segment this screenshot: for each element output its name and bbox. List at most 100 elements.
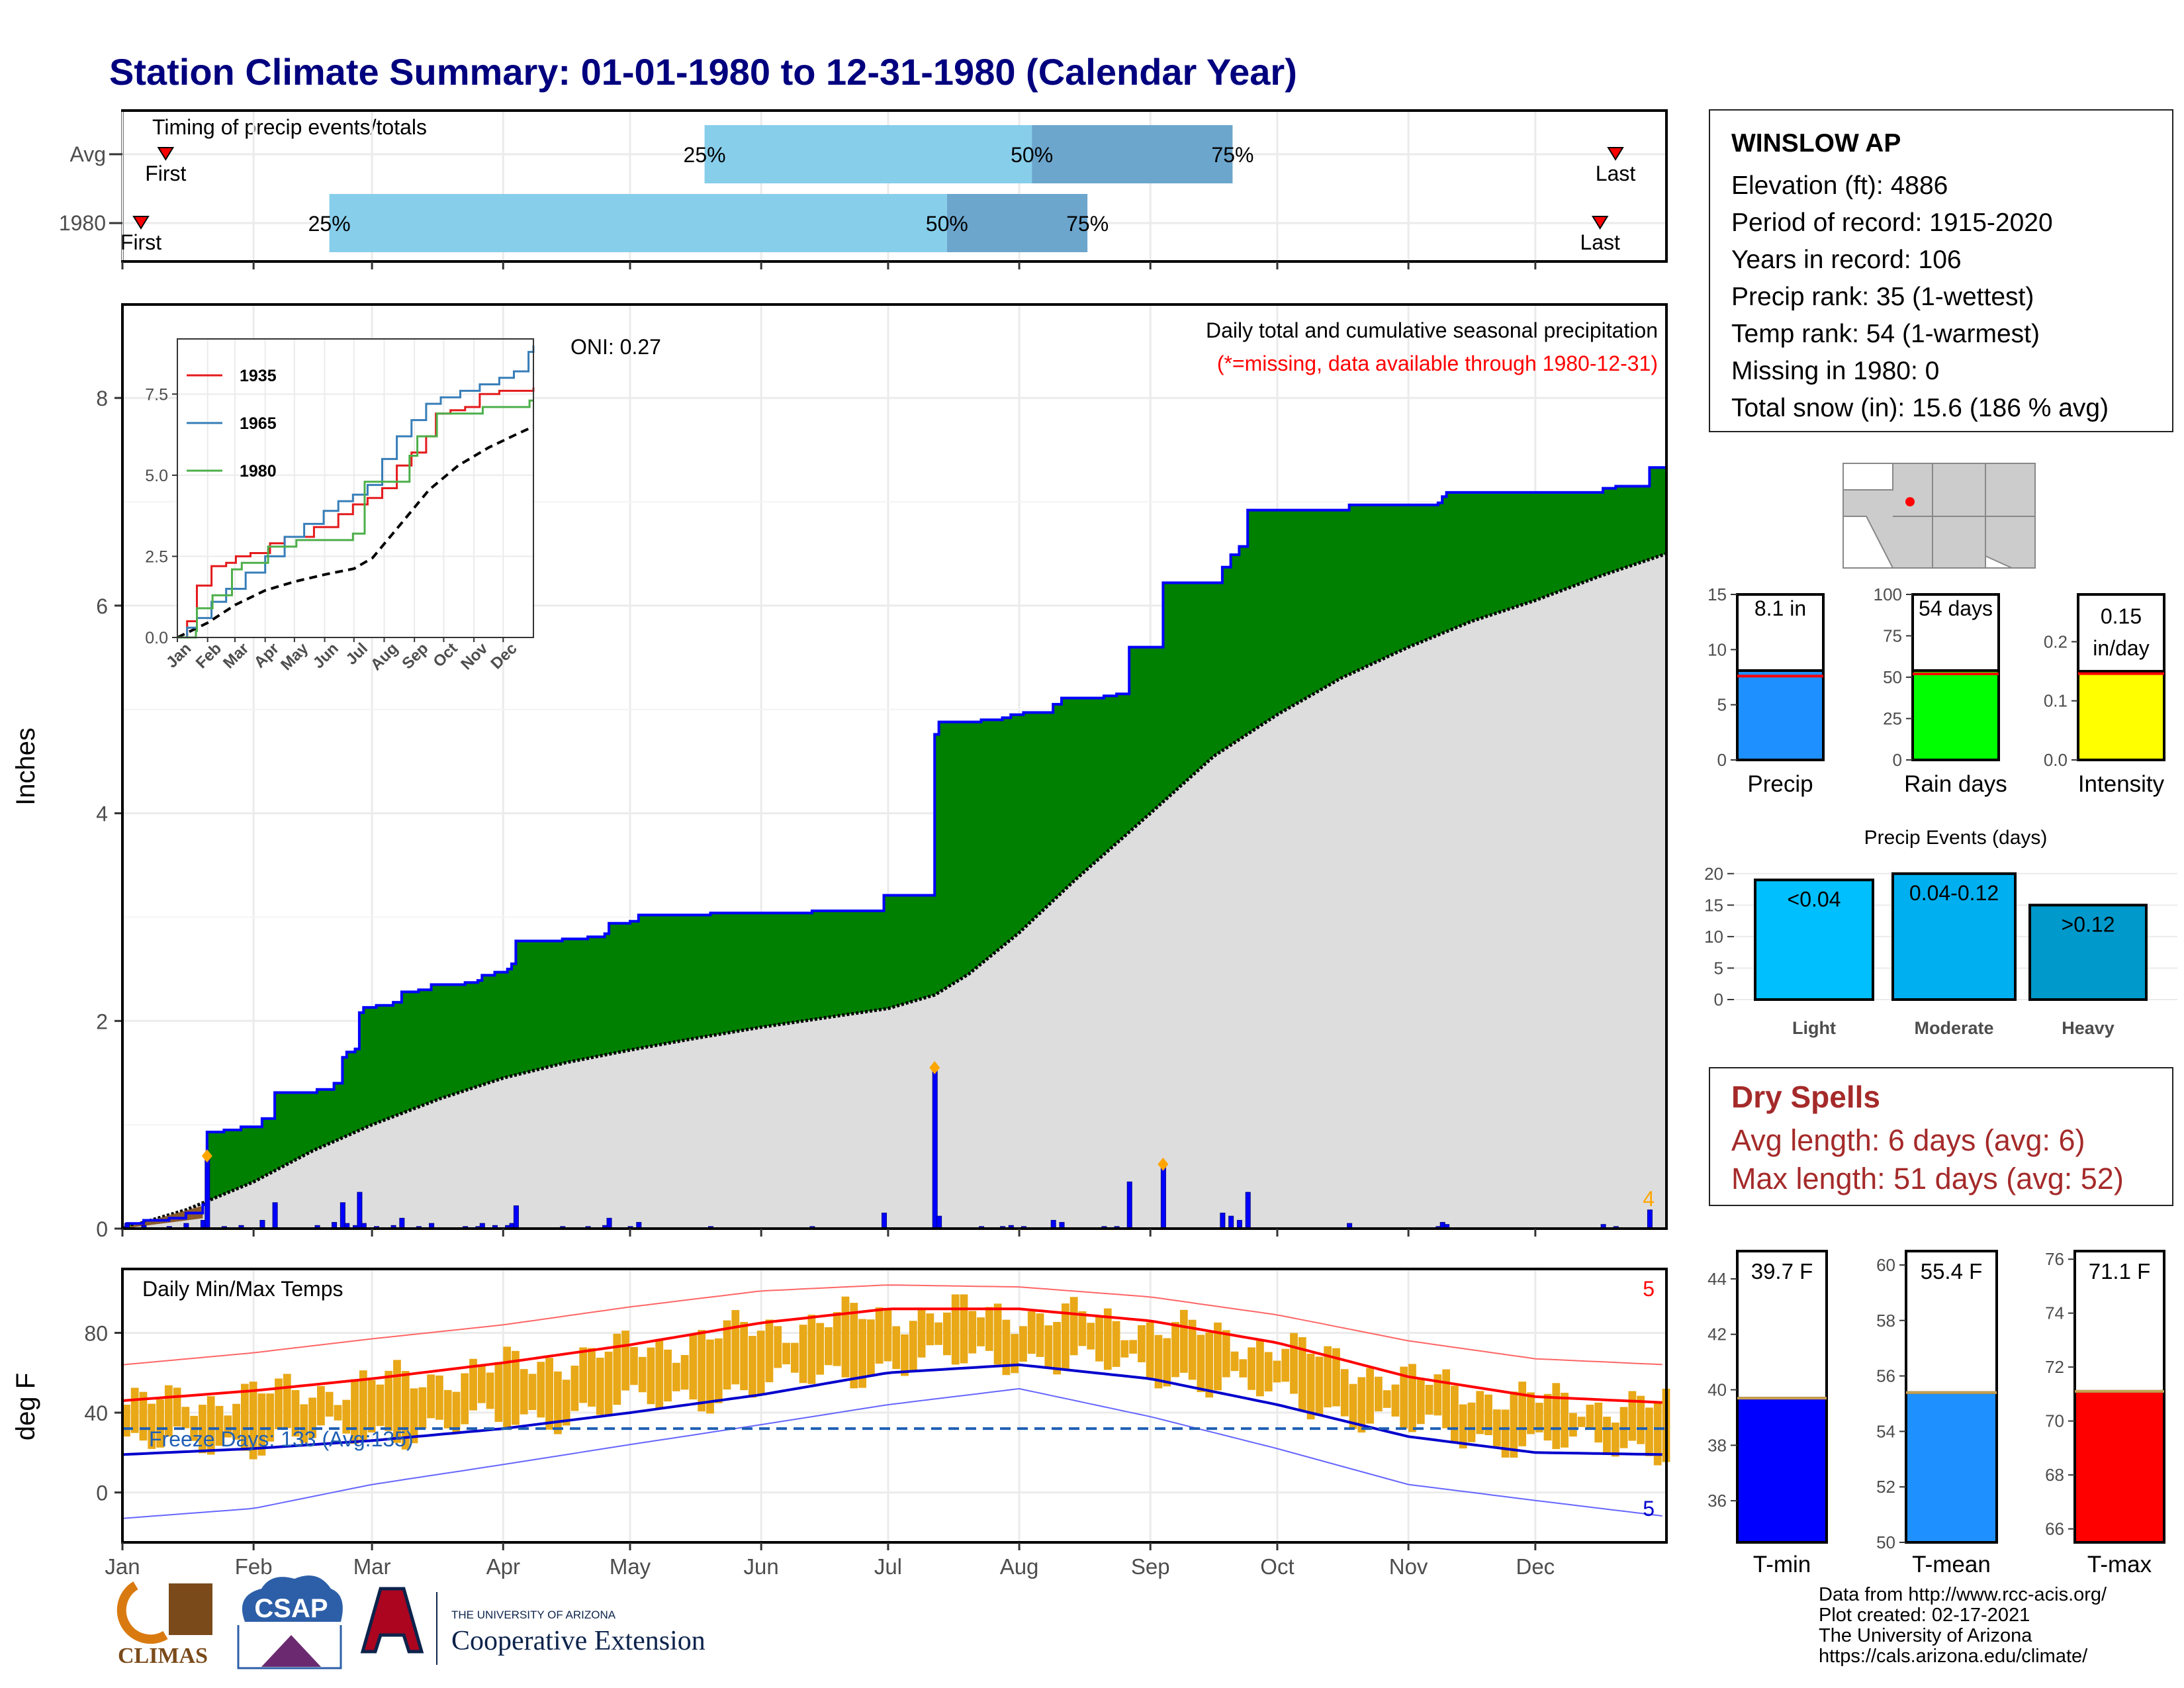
daily-temp-range-bar: [1078, 1311, 1087, 1346]
ua-bottom-text: Cooperative Extension: [451, 1626, 705, 1656]
inset-ytick-label: 2.5: [145, 547, 168, 566]
daily-temp-range-bar: [579, 1347, 588, 1403]
daily-temp-range-bar: [351, 1379, 359, 1444]
daily-temp-range-bar: [993, 1303, 1002, 1365]
summary-ytick-label: 0.2: [2044, 632, 2068, 651]
daily-temp-range-bar: [825, 1327, 833, 1366]
daily-precip-bar: [1228, 1215, 1234, 1229]
normal-min-line: [122, 1363, 1662, 1456]
daily-temp-range-bar: [1594, 1402, 1603, 1443]
events-ytick-label: 10: [1704, 927, 1723, 947]
daily-temp-range-bar: [469, 1358, 477, 1411]
daily-temp-range-bar: [630, 1346, 638, 1385]
record-min-line: [122, 1387, 1662, 1519]
daily-temp-range-bar: [1561, 1392, 1569, 1448]
daily-temp-range-bar: [1129, 1340, 1138, 1354]
daily-temp-range-bar: [756, 1331, 765, 1396]
extreme-precip-marker: [929, 1060, 940, 1074]
daily-precip-bar: [1245, 1192, 1251, 1229]
climas-logo: CLIMAS: [113, 1581, 213, 1669]
daily-temp-range-bar: [1442, 1369, 1451, 1429]
daily-temp-range-bar: [1324, 1346, 1332, 1408]
summary-ytick-label: 5: [1717, 695, 1727, 715]
station-snow: Total snow (in): 15.6 (186 % avg): [1731, 394, 2109, 422]
temp-count-top: 5: [1643, 1277, 1655, 1301]
precip-event-category-label: Moderate: [1914, 1018, 1993, 1038]
daily-temp-range-bar: [858, 1319, 866, 1388]
summary-value-bar: [2077, 670, 2165, 761]
daily-temp-range-bar: [503, 1346, 512, 1430]
events-ytick-label: 15: [1704, 895, 1723, 915]
daily-precip-bar: [882, 1212, 887, 1229]
record-max-line: [122, 1284, 1662, 1366]
daily-temp-range-bar: [283, 1374, 291, 1429]
daily-temp-range-bar: [765, 1319, 774, 1383]
daily-temp-range-bar: [698, 1330, 706, 1412]
daily-temp-range-bar: [199, 1405, 206, 1454]
precip-ylabel: Inches: [11, 727, 40, 806]
month-label: Jun: [744, 1554, 779, 1579]
daily-temp-range-bar: [943, 1312, 951, 1356]
university-of-arizona-logo: THE UNIVERSITY OF ARIZONA Cooperative Ex…: [360, 1587, 705, 1665]
daily-temp-range-bar: [1433, 1374, 1442, 1416]
daily-temp-range-bar: [977, 1317, 985, 1346]
summary-ytick-label: 0: [1893, 750, 1902, 770]
daily-temp-range-bar: [1383, 1390, 1391, 1408]
cumulative-1980-line: [122, 466, 1666, 1230]
summary-ytick-label: 0.0: [2044, 750, 2068, 770]
credits-block: Data from http://www.rcc-acis.org/ Plot …: [1819, 1585, 2176, 1667]
daily-temp-range-bar: [588, 1348, 596, 1407]
daily-temp-range-bar: [1315, 1356, 1324, 1416]
daily-temp-range-bar: [1044, 1325, 1053, 1368]
normal-cumulative-line: [122, 552, 1667, 1231]
station-elevation: Elevation (ft): 4886: [1731, 171, 1948, 200]
daily-temp-range-bar: [774, 1326, 782, 1368]
month-label: Jan: [105, 1554, 140, 1579]
daily-temp-range-bar: [706, 1339, 714, 1414]
daily-temp-range-bar: [393, 1360, 401, 1443]
precip-event-bar: [1754, 878, 1874, 1002]
temp-ytick-label: 0: [96, 1481, 108, 1505]
daily-temp-range-bar: [452, 1391, 461, 1432]
precip-ytick-label: 2: [96, 1009, 108, 1033]
daily-temp-range-bar: [1391, 1384, 1400, 1417]
daily-temp-range-bar: [1628, 1391, 1637, 1441]
event-count-label: 4: [1643, 1187, 1655, 1211]
daily-temp-range-bar: [1087, 1323, 1095, 1350]
temp-count-bottom: 5: [1643, 1497, 1655, 1521]
credit-university: The University of Arizona: [1819, 1625, 2032, 1646]
events-ytick-label: 5: [1714, 958, 1723, 978]
precip-event-bar: [2028, 904, 2148, 1001]
daily-temp-range-bar: [596, 1357, 604, 1415]
normal-cumulative-area: [122, 553, 1666, 1229]
temp-summary-ytick-label: 72: [2045, 1357, 2064, 1377]
daily-temp-range-bar: [334, 1405, 342, 1421]
daily-temp-range-bar: [215, 1405, 224, 1446]
temp-summary-bar: [1736, 1397, 1828, 1544]
daily-temp-range-bar: [1222, 1330, 1230, 1378]
temp-panel-title: Daily Min/Max Temps: [142, 1277, 343, 1301]
daily-temp-range-bar: [1053, 1321, 1061, 1375]
daily-temp-range-bar: [1611, 1423, 1619, 1457]
oni-label: ONI: 0.27: [570, 335, 661, 359]
temp-summary-ytick-label: 76: [2045, 1249, 2064, 1269]
daily-temp-range-bar: [1459, 1404, 1467, 1449]
inset-ytick-label: 5.0: [145, 467, 168, 485]
daily-temp-range-bar: [376, 1384, 385, 1427]
temp-summary-ytick-label: 68: [2045, 1465, 2064, 1485]
summary-ytick-label: 100: [1874, 585, 1902, 604]
daily-temp-range-bar: [917, 1307, 926, 1358]
temperature-summary-charts: 36 38 40 42 44 39.7 F T-min 50 52 54 56 58 60 55.4 F T…: [1707, 1249, 2165, 1577]
extreme-precip-marker: [201, 1149, 212, 1163]
daily-temp-range-bar: [512, 1350, 520, 1425]
daily-temp-range-bar: [799, 1325, 807, 1383]
precip-event-category-label: Heavy: [2062, 1018, 2115, 1038]
daily-temp-range-bar: [1230, 1351, 1239, 1372]
daily-temp-range-bar: [257, 1393, 266, 1456]
daily-temp-range-bar: [1179, 1309, 1188, 1373]
daily-precip-bar: [1647, 1209, 1653, 1229]
temp-summary-ytick-label: 44: [1707, 1269, 1727, 1289]
daily-temp-range-bar: [461, 1373, 469, 1425]
daily-temp-range-bar: [443, 1389, 452, 1429]
daily-temp-range-bar: [1425, 1384, 1433, 1415]
